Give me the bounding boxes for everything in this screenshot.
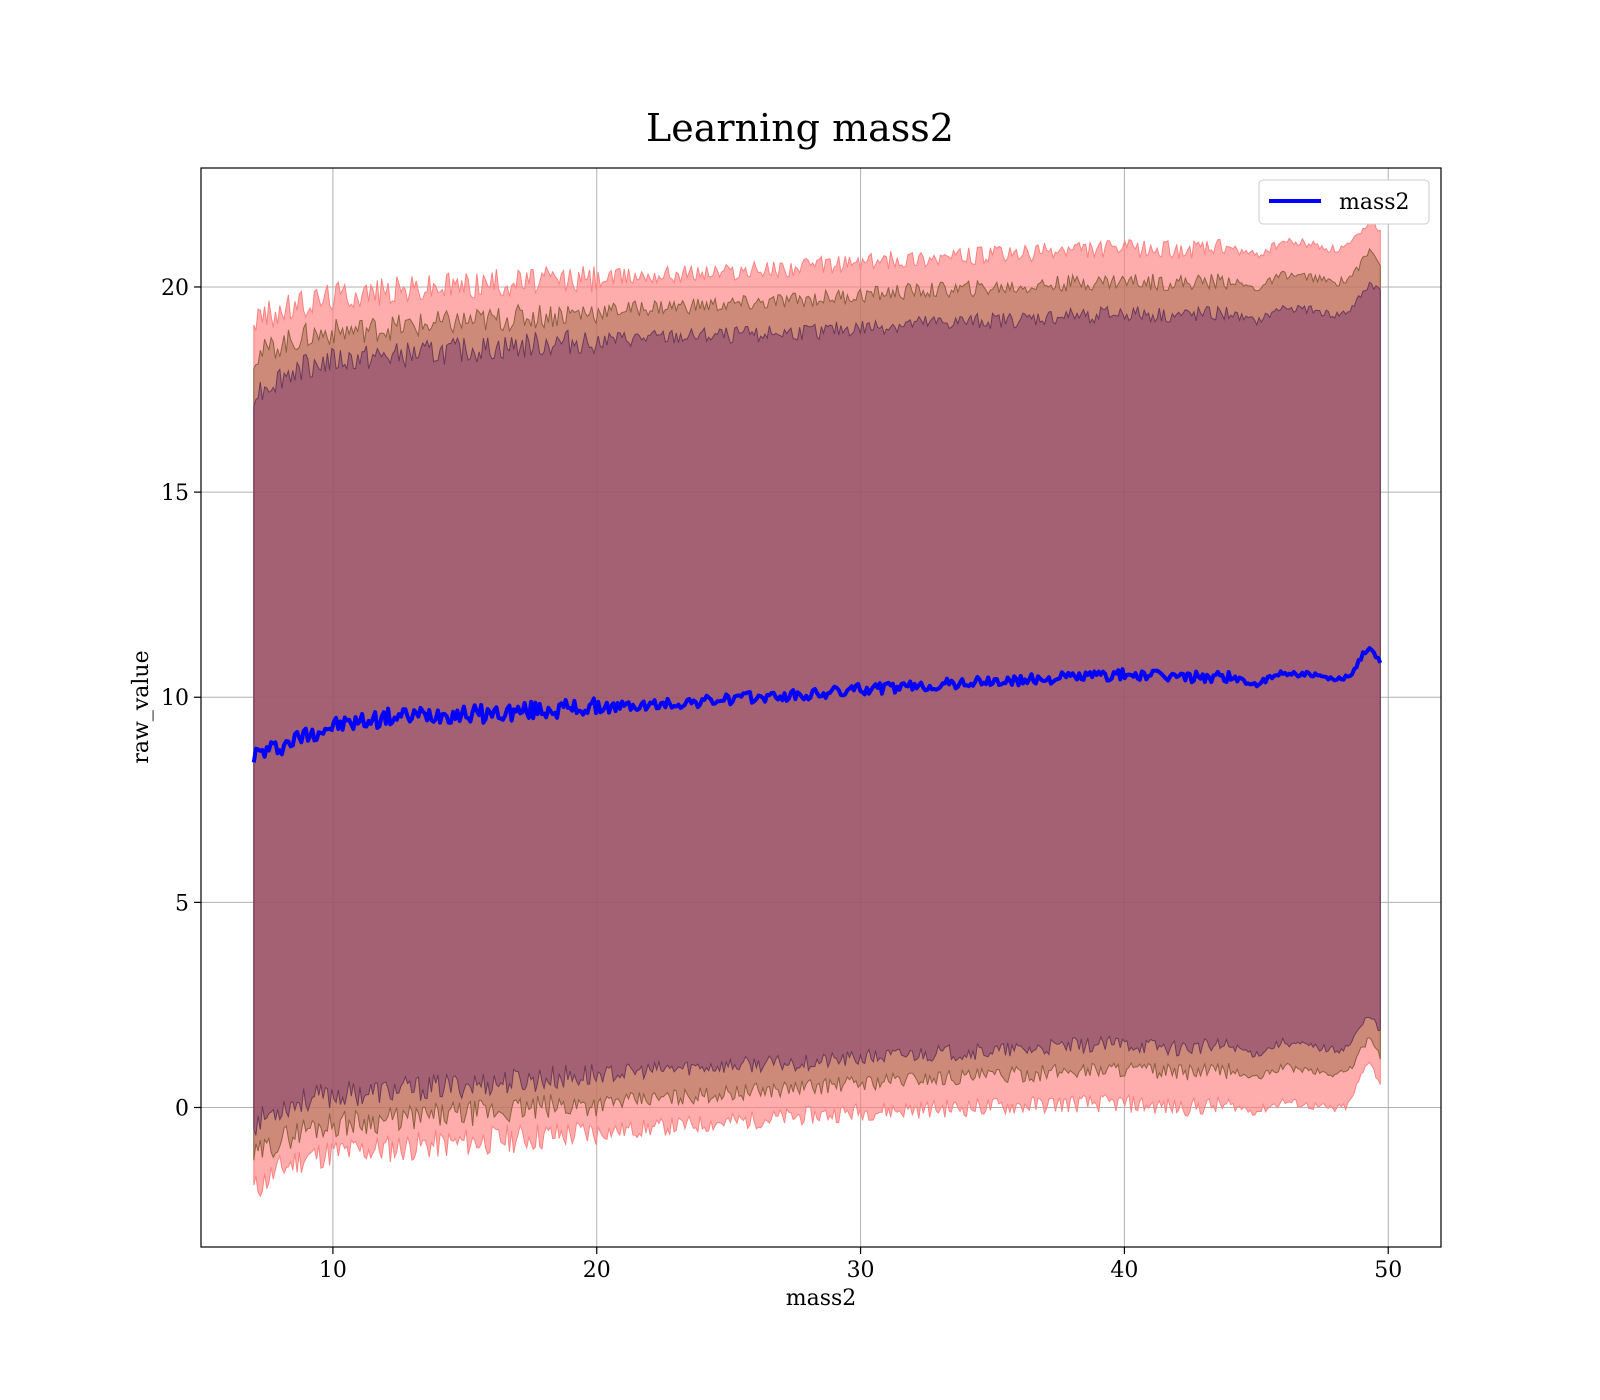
x-axis-label: mass2 [786,1286,857,1311]
x-tick-label: 30 [847,1258,875,1283]
y-tick-label: 0 [175,1097,189,1122]
series-line-mass2 [251,646,1383,763]
y-tick-label: 10 [161,686,189,711]
legend-label-mass2: mass2 [1339,190,1410,215]
legend: mass2 [1258,179,1430,225]
x-tick-label: 20 [583,1258,611,1283]
y-axis-label: raw_value [129,650,154,763]
y-tick-label: 20 [161,276,189,301]
band-inner [253,281,1381,1136]
y-tick-label: 15 [161,481,189,506]
x-tick-label: 40 [1110,1258,1138,1283]
confidence-bands [253,214,1381,1198]
plot-frame [200,167,1442,1248]
legend-box [1258,179,1430,225]
x-tick-label: 10 [319,1258,347,1283]
y-tick-label: 5 [175,891,189,916]
axis-ticks: 10 20 30 40 50 0 5 10 15 20 [161,276,1402,1283]
x-tick-label: 50 [1374,1258,1402,1283]
chart-title: Learning mass2 [646,106,954,150]
